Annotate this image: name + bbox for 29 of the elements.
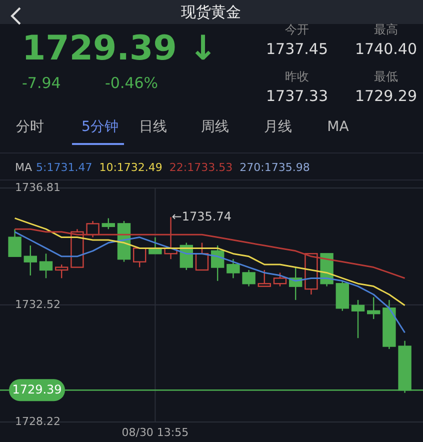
text: 1737.33 xyxy=(266,87,328,106)
text: 最低 xyxy=(374,69,398,84)
text: 1729.39 ↓ xyxy=(22,28,218,68)
chart-title: 现货黄金 xyxy=(181,3,241,22)
ref-line-label: 1729.39 xyxy=(12,382,62,396)
annotation: ←1735.74 xyxy=(172,209,232,224)
text: -7.94 xyxy=(22,74,61,92)
x-tick-label: 08/30 13:55 xyxy=(122,426,189,440)
text: 1740.40 xyxy=(354,40,418,58)
y-tick-label: 1728.22 xyxy=(15,415,60,428)
text: 1737.45 xyxy=(266,40,328,58)
legend-title: MA xyxy=(15,161,32,174)
text: 今开 xyxy=(285,22,309,36)
text: -0.46% xyxy=(105,74,158,92)
text: 日线 xyxy=(139,118,167,135)
text: 月线 xyxy=(264,118,292,135)
text: 昨收 xyxy=(285,69,309,84)
y-tick-label: 1732.52 xyxy=(15,298,60,311)
text: 周线 xyxy=(201,118,229,135)
text: MA xyxy=(327,118,350,135)
legend-label: 270:1735.98 xyxy=(240,161,310,174)
y-tick-label: 1736.81 xyxy=(15,181,60,194)
text: 22:1733.53 xyxy=(169,161,233,174)
text: 最高 xyxy=(374,22,398,36)
text: 5分钟 xyxy=(82,118,118,135)
text: 1729.29 xyxy=(354,87,418,106)
text: 5:1731.47 xyxy=(36,161,92,174)
text: 分时 xyxy=(16,118,44,135)
text: 10:1732.49 xyxy=(99,161,162,174)
